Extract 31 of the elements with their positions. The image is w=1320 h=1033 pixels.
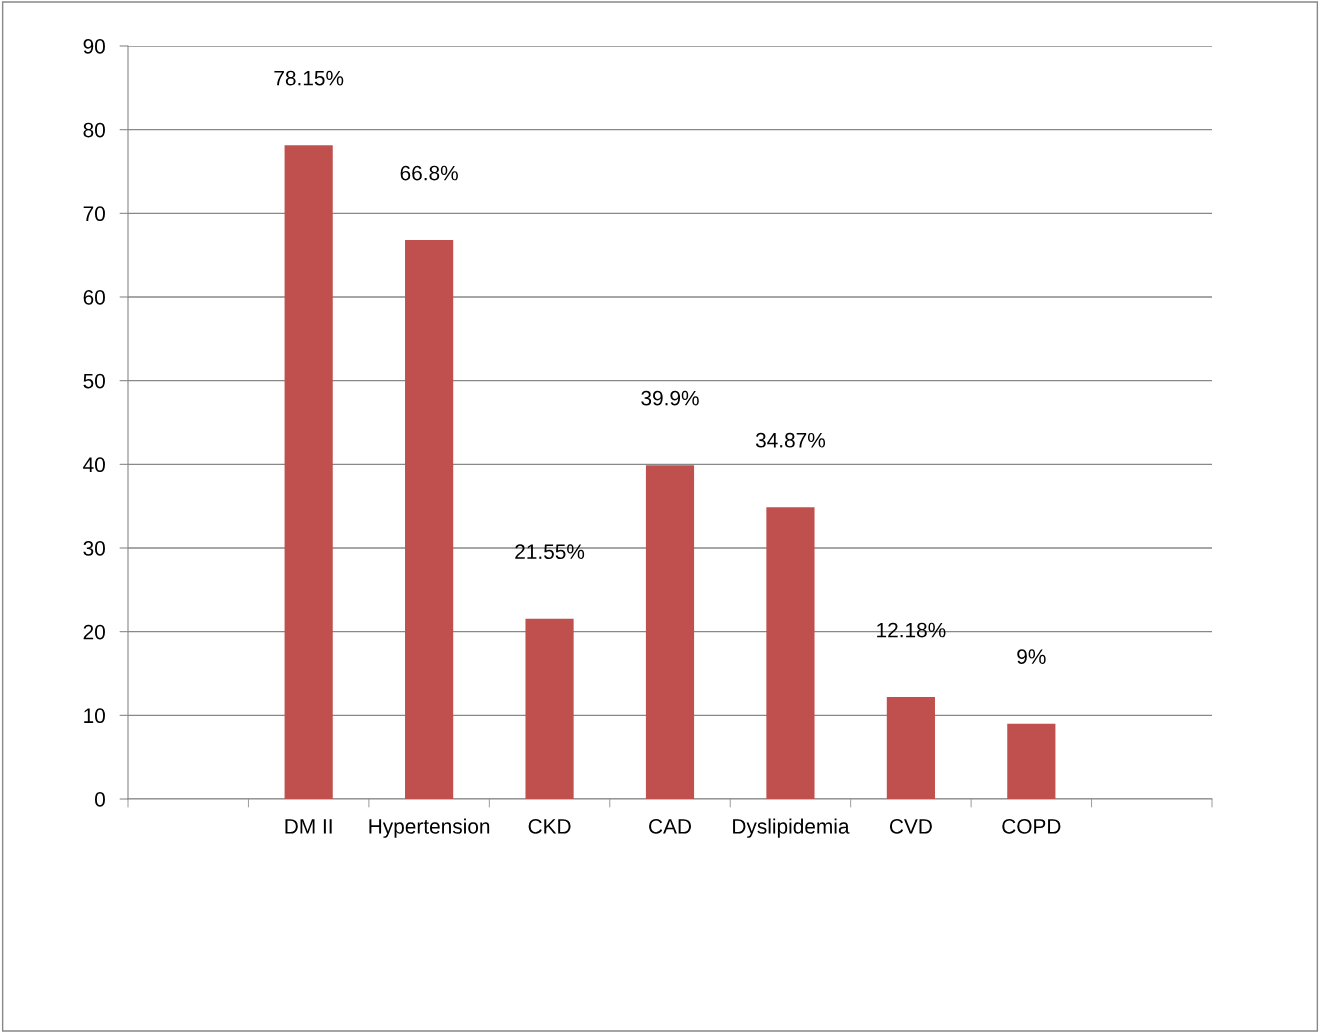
- x-tick-label: DM II: [285, 819, 332, 834]
- data-label: 9%: [1017, 649, 1046, 665]
- data-label: 21.55%: [515, 544, 585, 560]
- y-tick-label: 70: [83, 206, 105, 222]
- data-label: 12.18%: [877, 622, 946, 638]
- y-tick-label: 40: [83, 457, 105, 473]
- y-tick-label: 60: [83, 290, 105, 305]
- bar: [405, 240, 454, 799]
- data-label: 39.9%: [641, 390, 699, 406]
- data-label: 34.87%: [755, 432, 826, 448]
- y-tick-label: 30: [83, 541, 105, 556]
- x-tick-label: CAD: [649, 818, 691, 834]
- y-tick-label: 90: [83, 39, 105, 54]
- y-tick-label: 10: [84, 708, 105, 724]
- bar: [525, 618, 574, 799]
- x-tick-label: CKD: [528, 818, 571, 834]
- bar: [284, 145, 333, 799]
- bar: [645, 465, 695, 799]
- bar: [886, 697, 935, 799]
- x-tick-label: COPD: [1002, 818, 1061, 834]
- y-tick-label: 0: [95, 792, 105, 807]
- y-tick-label: 80: [83, 122, 105, 138]
- bar: [766, 507, 815, 799]
- data-label: 66.8%: [400, 165, 458, 181]
- y-tick-label: 20: [83, 624, 105, 640]
- bar: [1007, 723, 1056, 799]
- y-tick-label: 50: [83, 373, 105, 389]
- data-label: 78.15%: [274, 70, 344, 86]
- x-tick-label: CVD: [889, 818, 932, 834]
- x-tick-label: Hypertension: [369, 818, 490, 838]
- x-tick-label: Dyslipidemia: [733, 818, 850, 838]
